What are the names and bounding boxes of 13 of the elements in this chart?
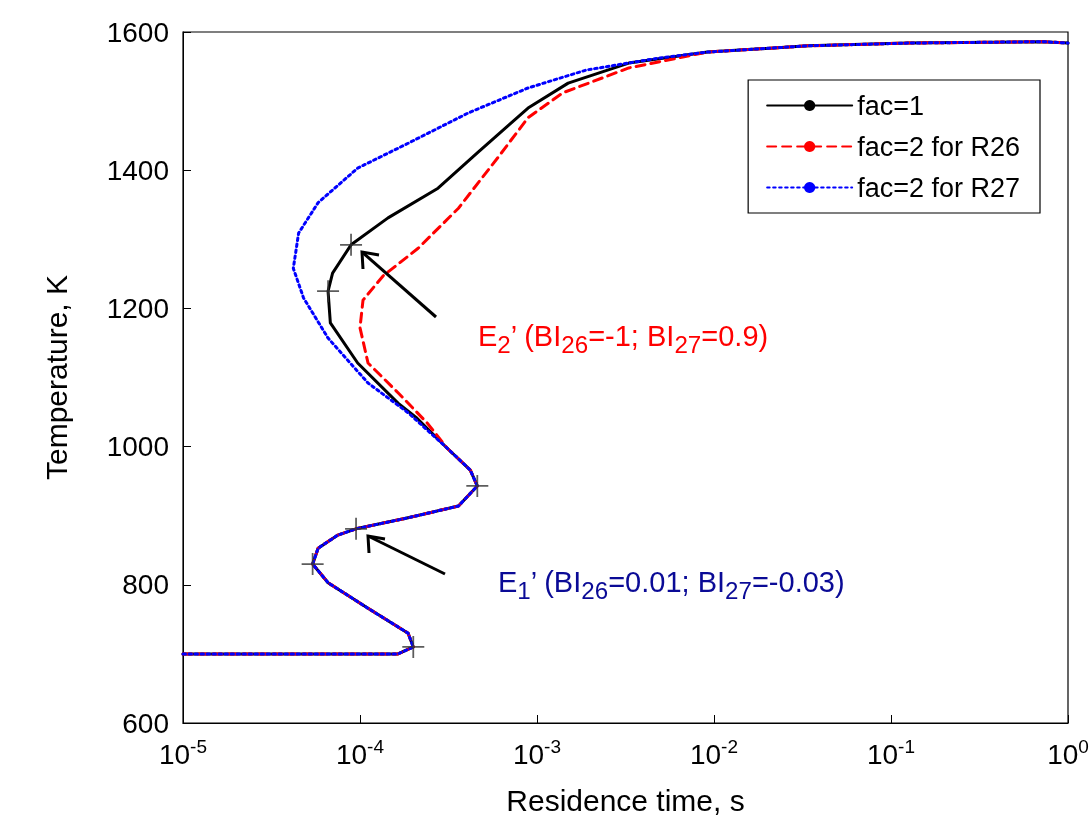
y-tick-label: 1200	[106, 292, 169, 324]
y-tick-label: 1400	[106, 154, 169, 186]
x-axis-title: Residence time, s	[506, 783, 745, 817]
y-tick-label: 600	[122, 707, 169, 739]
legend-label: fac=1	[857, 90, 924, 121]
y-axis-title: Temperature, K	[39, 274, 73, 481]
y-tick-label: 1000	[106, 431, 169, 463]
legend-label: fac=2 for R26	[857, 131, 1020, 162]
y-tick-label: 800	[122, 569, 169, 601]
y-tick-label: 1600	[106, 16, 169, 48]
legend-label: fac=2 for R27	[857, 172, 1020, 203]
annotation: E$_{1}$’ (BI$_{26}$=0.01; BI$_{27}$=-0.03)	[498, 566, 845, 605]
annotation: E$_{2}$’ (BI$_{26}$=-1; BI$_{27}$=0.9)	[478, 320, 769, 359]
